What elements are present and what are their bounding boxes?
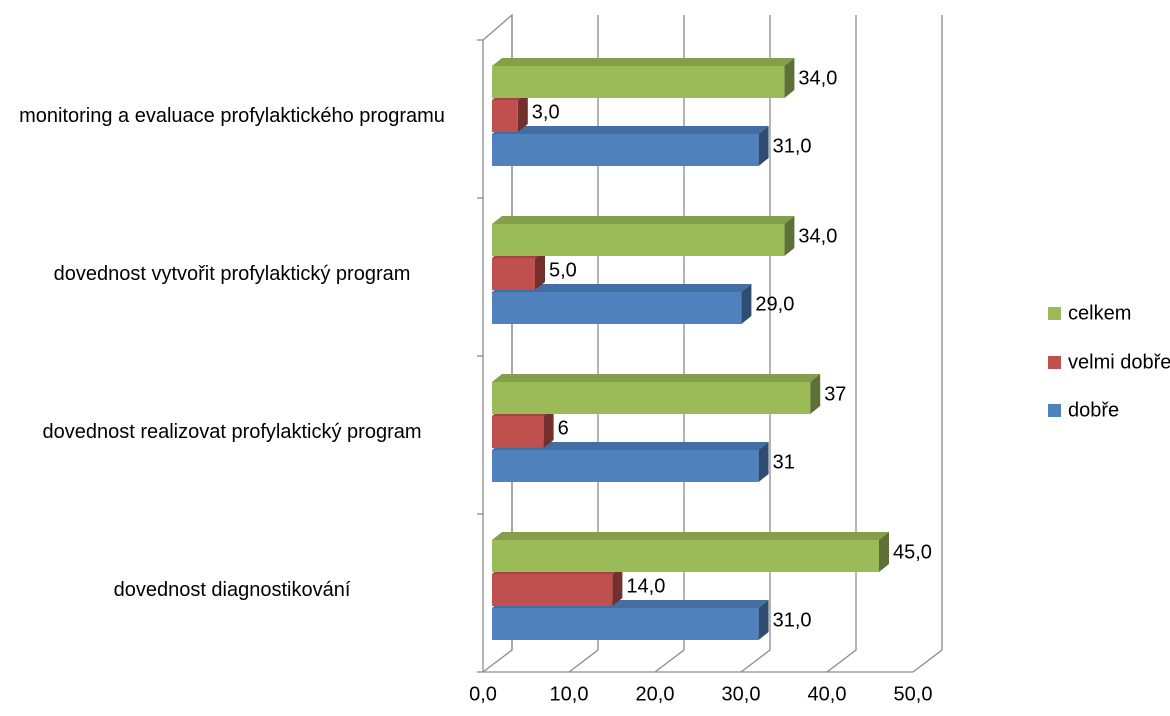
bar-side (741, 284, 752, 324)
bar-side (758, 442, 769, 482)
bar-side (758, 126, 769, 166)
x-tick-label: 20,0 (636, 683, 675, 705)
bar (492, 258, 535, 290)
bar (492, 292, 742, 324)
category-label: dovednost diagnostikování (113, 579, 351, 601)
x-tick-label: 0,0 (469, 683, 497, 705)
data-label: 31 (773, 451, 795, 473)
bar (492, 450, 759, 482)
bar-top (492, 442, 769, 450)
legend-label: velmi dobře (1068, 351, 1170, 373)
bar (492, 382, 811, 414)
bar-side (879, 532, 889, 572)
data-label: 14,0 (626, 575, 665, 597)
bar (492, 608, 759, 640)
x-tick-label: 10,0 (550, 683, 589, 705)
data-label: 34,0 (798, 225, 837, 247)
legend-label: celkem (1068, 302, 1131, 324)
data-label: 37 (824, 383, 846, 405)
category-label: dovednost vytvořit profylaktický program (53, 263, 411, 285)
category-label: dovednost realizovat profylaktický progr… (42, 421, 422, 443)
bar-top (492, 58, 795, 66)
bar (492, 224, 785, 256)
data-label: 31,0 (773, 135, 812, 157)
bar (492, 416, 544, 448)
category-label: monitoring a evaluace profylaktického pr… (19, 105, 445, 127)
data-label: 5,0 (549, 259, 577, 281)
grid-line (740, 15, 771, 673)
bar-side (784, 58, 795, 98)
data-label: 29,0 (755, 293, 794, 315)
bar-top (492, 284, 752, 292)
x-tick-label: 30,0 (722, 683, 761, 705)
legend-label: dobře (1068, 399, 1119, 421)
bar-side (784, 216, 795, 256)
bar (492, 100, 518, 132)
bar (492, 574, 613, 606)
x-tick-label: 50,0 (894, 683, 933, 705)
bar-top (492, 532, 889, 540)
grid-line (912, 15, 943, 673)
grid-line (654, 15, 685, 673)
bar-top (492, 374, 821, 382)
bar-side (810, 374, 821, 414)
bar-side (517, 92, 528, 132)
data-label: 3,0 (532, 101, 560, 123)
bar (492, 540, 879, 572)
bar-side (612, 566, 623, 606)
bar (492, 134, 759, 166)
bar-side (543, 408, 554, 448)
bar-side (758, 600, 769, 640)
data-label: 6 (558, 417, 569, 439)
legend-swatch (1048, 307, 1061, 320)
x-tick-label: 40,0 (808, 683, 847, 705)
bar-side (535, 250, 545, 290)
bar-top (492, 216, 795, 224)
data-label: 31,0 (773, 609, 812, 631)
grid-line (826, 15, 857, 673)
legend-swatch (1048, 404, 1061, 417)
data-label: 45,0 (893, 541, 932, 563)
bar-top (492, 126, 769, 134)
bar (492, 66, 785, 98)
legend-swatch (1048, 356, 1061, 369)
data-label: 34,0 (798, 67, 837, 89)
